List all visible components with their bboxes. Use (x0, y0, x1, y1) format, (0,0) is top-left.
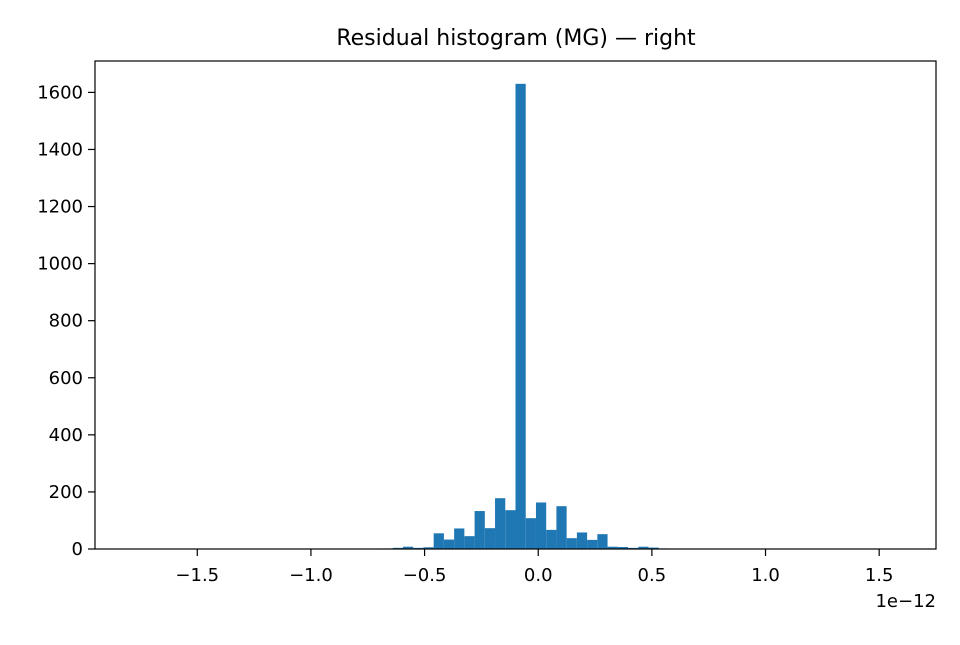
x-tick-label: 0.5 (638, 565, 667, 586)
y-tick-label: 800 (49, 311, 83, 332)
x-tick-label: −1.0 (289, 565, 333, 586)
x-tick-label: −0.5 (403, 565, 447, 586)
y-tick-label: 1200 (37, 197, 83, 218)
x-tick-label: 1.5 (865, 565, 894, 586)
chart-title: Residual histogram (MG) — right (336, 26, 696, 51)
histogram-bar (638, 546, 649, 549)
plot-frame (94, 60, 937, 550)
x-tick-label: 0.0 (524, 565, 553, 586)
histogram-bar (402, 546, 414, 549)
histogram-bar (546, 529, 557, 549)
y-tick-label: 1600 (37, 82, 83, 103)
histogram-bar (495, 498, 506, 549)
histogram-bar (566, 538, 577, 549)
x-tick-label: −1.5 (175, 565, 219, 586)
histogram-bars (382, 83, 669, 549)
y-tick-label: 1000 (37, 254, 83, 275)
histogram-bar (597, 534, 608, 549)
histogram-bar (576, 532, 588, 549)
histogram-bar (515, 83, 526, 549)
y-tick-label: 400 (49, 425, 83, 446)
histogram-bar (607, 546, 618, 549)
histogram-bar (454, 528, 465, 549)
y-tick-label: 200 (49, 482, 83, 503)
y-axis: 0 200 400 600 800 1000 1200 1400 1600 (37, 82, 95, 560)
histogram-bar (617, 547, 629, 549)
y-tick-label: 0 (72, 539, 83, 560)
x-tick-label: 1.0 (751, 565, 780, 586)
histogram-bar (648, 547, 659, 549)
histogram-bar (587, 539, 598, 549)
histogram-bar (443, 539, 455, 549)
histogram-bar (433, 533, 444, 549)
histogram-bar (484, 528, 496, 549)
histogram-bar (464, 536, 475, 549)
histogram-bar (505, 510, 516, 549)
histogram-bar (474, 511, 485, 549)
x-offset-label: 1e−12 (875, 591, 936, 612)
histogram-bar (535, 502, 547, 549)
x-axis: −1.5 −1.0 −0.5 0.0 0.5 1.0 1.5 (175, 549, 893, 586)
histogram-bar (525, 518, 536, 549)
histogram-bar (423, 547, 434, 549)
y-tick-label: 1400 (37, 139, 83, 160)
y-tick-label: 600 (49, 368, 83, 389)
histogram-bar (556, 506, 567, 549)
